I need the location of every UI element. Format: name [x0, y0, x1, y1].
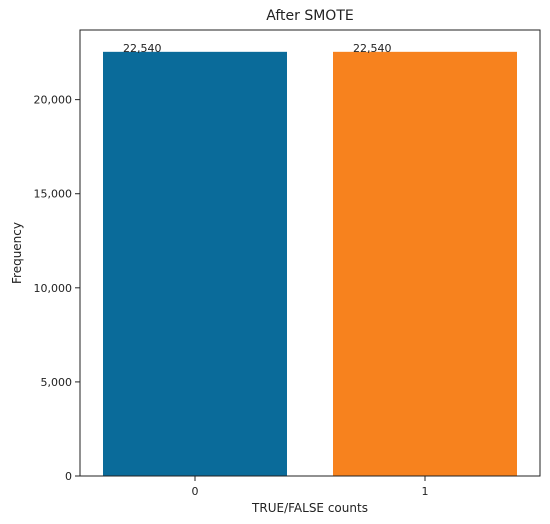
y-tick-label-10000: 10,000	[34, 282, 73, 295]
x-tick-label-1: 1	[422, 485, 429, 498]
data-label-0: 22,540	[123, 42, 162, 55]
data-label-1: 22,540	[353, 42, 392, 55]
y-tick-label-20000: 20,000	[34, 94, 73, 107]
bar-1	[333, 51, 517, 477]
y-tick-label-5000: 5,000	[41, 376, 73, 389]
chart-title: After SMOTE	[266, 8, 353, 24]
y-tick-label-15000: 15,000	[34, 188, 73, 201]
y-axis-label: Frequency	[10, 222, 24, 284]
y-tick-label-0: 0	[65, 470, 72, 483]
x-axis-label: TRUE/FALSE counts	[251, 501, 368, 515]
bar-0	[103, 51, 287, 477]
x-tick-label-0: 0	[192, 485, 199, 498]
plot-frame	[79, 29, 541, 477]
